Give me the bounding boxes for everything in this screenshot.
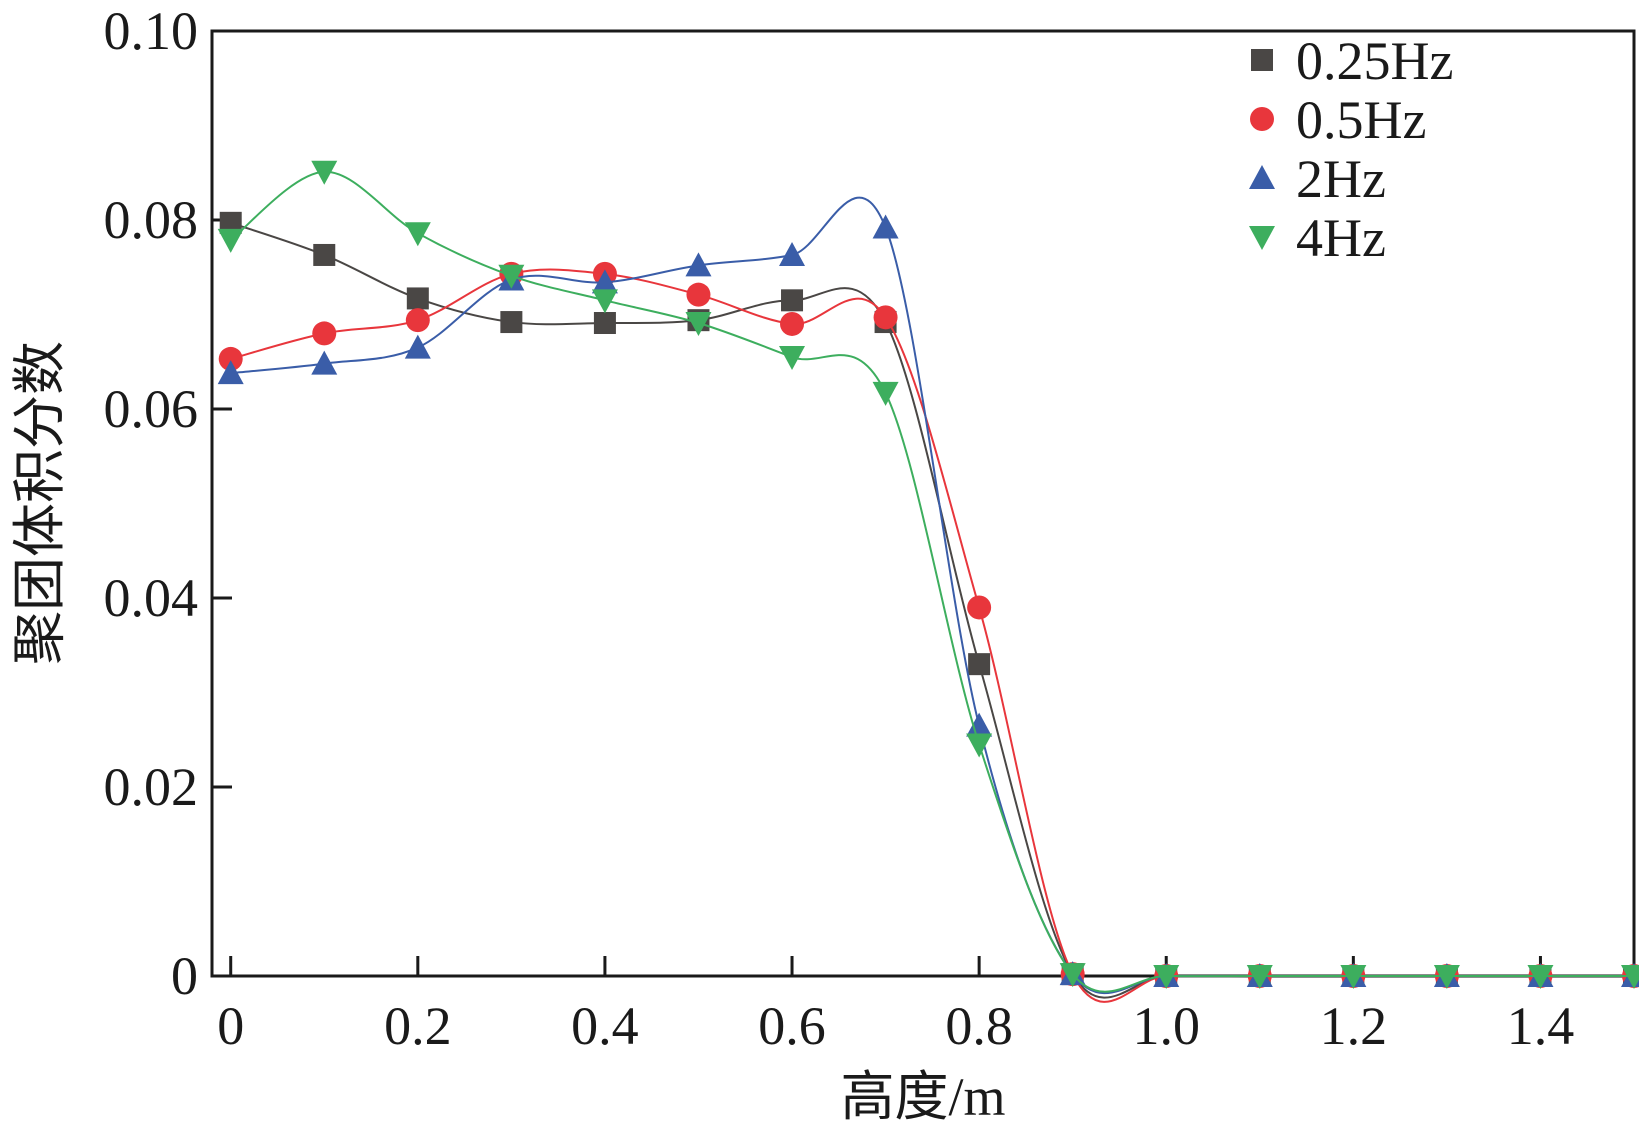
data-point [219,211,242,234]
series-line [230,196,1634,995]
data-point [1621,965,1639,989]
series-0.25Hz [219,211,1639,999]
legend-marker [1249,165,1275,189]
legend-marker [1249,226,1275,250]
data-point [591,289,618,314]
data-point [779,346,806,371]
legend-label: 0.5Hz [1296,90,1426,150]
data-point [593,312,616,335]
x-tick-label: 0.2 [384,996,452,1056]
data-point [1433,965,1460,989]
x-tick-label: 1.4 [1507,996,1575,1056]
y-tick-label: 0.10 [104,1,199,61]
data-point [686,282,711,307]
series-4Hz [217,160,1639,993]
data-point [311,350,338,375]
y-axis-title: 聚团体积分数 [10,341,70,665]
y-tick-label: 0.06 [104,379,199,439]
series-line [230,268,1634,1003]
data-point [779,241,806,266]
series-0.5Hz [218,261,1639,1003]
data-point [872,381,899,406]
data-point [1153,965,1180,989]
legend-label: 4Hz [1296,208,1386,268]
legend-item: 0.5Hz [1250,90,1426,150]
series-line [230,221,1634,999]
y-tick-label: 0.04 [104,568,199,628]
data-point [685,312,712,337]
data-point [966,712,993,737]
legend-label: 0.25Hz [1296,31,1453,91]
series-layer [217,160,1639,1003]
legend-item: 0.25Hz [1251,31,1453,91]
y-axis: 0 0.02 0.04 0.06 0.08 0.10 [104,1,232,1006]
data-point [217,360,244,385]
data-point [780,311,805,336]
y-tick-label: 0.02 [104,757,199,817]
x-tick-label: 1.2 [1320,996,1388,1056]
legend-item: 4Hz [1249,208,1386,268]
x-tick-label: 0.6 [758,996,826,1056]
data-point [498,264,525,289]
data-point [500,311,523,334]
data-point [217,228,244,253]
legend-label: 2Hz [1296,149,1386,209]
data-point [312,321,337,346]
data-point [781,289,804,312]
data-point [404,222,431,247]
data-point [873,305,898,330]
x-tick-label: 0.8 [945,996,1013,1056]
data-point [404,334,431,359]
x-axis: 0 0.2 0.4 0.6 0.8 1.0 1.2 1.4 [217,956,1574,1056]
data-point [311,160,338,185]
y-tick-label: 0 [171,946,198,1006]
data-point [1059,963,1086,988]
legend-item: 2Hz [1249,149,1386,209]
data-point [1527,965,1554,989]
x-tick-label: 0.4 [571,996,639,1056]
legend-marker [1251,49,1273,71]
data-point [1246,965,1273,989]
data-point [405,308,430,333]
data-point [968,653,991,676]
series-line [230,170,1634,993]
x-tick-label: 0 [217,996,244,1056]
data-point [685,252,712,277]
data-point [406,287,429,310]
data-point [1340,965,1367,989]
y-tick-label: 0.08 [104,190,199,250]
data-point [218,346,243,371]
legend-marker [1250,107,1274,131]
data-point [591,269,618,294]
data-point [967,595,992,620]
series-2Hz [217,196,1639,995]
data-point [872,214,899,239]
x-tick-label: 1.0 [1132,996,1200,1056]
plot-area [210,29,1636,978]
data-point [313,243,336,266]
x-axis-title: 高度/m [840,1067,1005,1127]
data-point [966,733,993,758]
